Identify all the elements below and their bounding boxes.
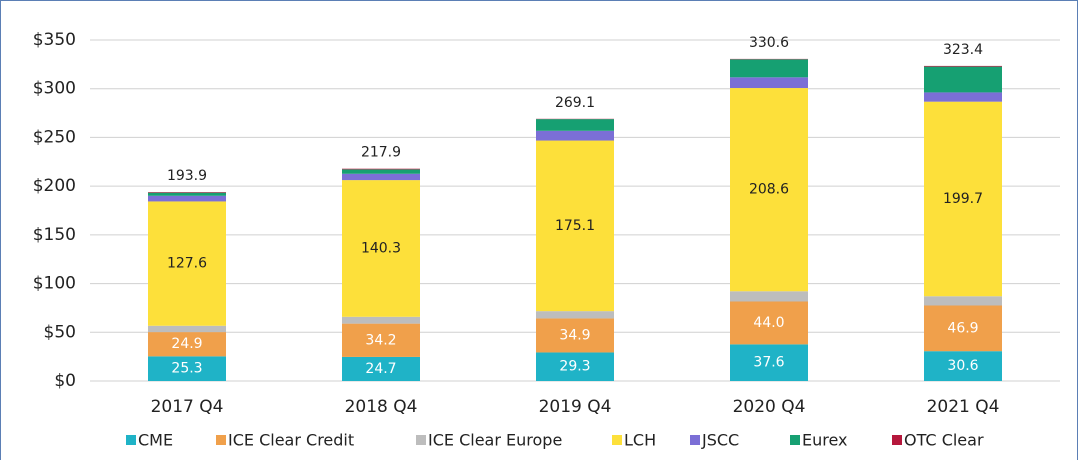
total-label: 330.6 xyxy=(749,35,789,51)
bar-segment xyxy=(148,192,226,196)
segment-label: 24.9 xyxy=(171,336,202,352)
segment-label: 199.7 xyxy=(943,191,983,207)
bar-segment xyxy=(730,59,808,78)
bar-segment xyxy=(148,192,226,193)
legend-label: CME xyxy=(138,431,173,450)
y-tick-label: $0 xyxy=(54,371,76,391)
bar-segment xyxy=(730,291,808,302)
legend-swatch xyxy=(690,435,700,445)
bar-segment xyxy=(342,173,420,181)
segment-label: 25.3 xyxy=(171,361,202,377)
y-tick-label: $350 xyxy=(33,30,76,50)
x-tick-label: 2021 Q4 xyxy=(927,397,1000,417)
bar-segment xyxy=(536,130,614,141)
bar-segment xyxy=(342,323,420,357)
legend-label: OTC Clear xyxy=(904,431,984,450)
bar-segment xyxy=(536,311,614,319)
legend-label: Eurex xyxy=(802,431,848,450)
bar-segment xyxy=(148,356,226,381)
x-tick-label: 2020 Q4 xyxy=(733,397,806,417)
bar-segment xyxy=(924,305,1002,352)
legend-swatch xyxy=(612,435,622,445)
y-tick-label: $50 xyxy=(44,322,76,342)
x-tick-label: 2017 Q4 xyxy=(151,397,224,417)
segment-label: 44.0 xyxy=(753,315,784,331)
total-label: 323.4 xyxy=(943,42,983,58)
total-label: 217.9 xyxy=(361,145,401,161)
segment-label: 140.3 xyxy=(361,240,401,256)
segment-label: 34.2 xyxy=(365,332,396,348)
bar-segment xyxy=(536,352,614,381)
legend-swatch xyxy=(892,435,902,445)
bar-segment xyxy=(536,318,614,353)
segment-label: 34.9 xyxy=(559,327,590,343)
legend-swatch xyxy=(126,435,136,445)
bar-segment xyxy=(730,301,808,345)
segment-label: 46.9 xyxy=(947,320,978,336)
bar-segment xyxy=(148,201,226,326)
bar-segment xyxy=(924,66,1002,93)
segment-label: 208.6 xyxy=(749,182,789,198)
legend-swatch xyxy=(216,435,226,445)
segment-label: 127.6 xyxy=(167,256,207,272)
bar-segment xyxy=(148,325,226,333)
bar-segment xyxy=(730,344,808,381)
segment-label: 37.6 xyxy=(753,355,784,371)
legend-label: ICE Clear Credit xyxy=(228,431,354,450)
y-tick-label: $100 xyxy=(33,274,76,294)
x-tick-label: 2018 Q4 xyxy=(345,397,418,417)
segment-label: 29.3 xyxy=(559,359,590,375)
y-tick-label: $300 xyxy=(33,79,76,99)
bar-segment xyxy=(148,332,226,357)
legend-swatch xyxy=(790,435,800,445)
legend-swatch xyxy=(416,435,426,445)
bar-segment xyxy=(342,169,420,174)
bar-segment xyxy=(342,168,420,170)
legend-label: ICE Clear Europe xyxy=(428,431,562,450)
y-tick-label: $200 xyxy=(33,176,76,196)
total-label: 193.9 xyxy=(167,168,207,184)
legend-label: LCH xyxy=(624,431,656,450)
bar-segment xyxy=(342,316,420,324)
bar-segment xyxy=(924,65,1002,67)
bar-segment xyxy=(924,92,1002,102)
segment-label: 24.7 xyxy=(365,361,396,377)
segment-label: 30.6 xyxy=(947,358,978,374)
segment-label: 175.1 xyxy=(555,218,595,234)
bar-segment xyxy=(148,195,226,202)
bar-segment xyxy=(924,101,1002,297)
bar-segment xyxy=(536,119,614,131)
bar-segment xyxy=(924,296,1002,306)
y-tick-label: $150 xyxy=(33,225,76,245)
y-tick-label: $250 xyxy=(33,127,76,147)
bar-segment xyxy=(730,77,808,89)
x-tick-label: 2019 Q4 xyxy=(539,397,612,417)
bar-segment xyxy=(342,180,420,317)
total-label: 269.1 xyxy=(555,95,595,111)
bar-segment xyxy=(342,356,420,381)
legend-label: JSCC xyxy=(701,431,739,450)
bar-segment xyxy=(730,88,808,292)
bar-segment xyxy=(924,351,1002,381)
bar-segment xyxy=(536,140,614,312)
